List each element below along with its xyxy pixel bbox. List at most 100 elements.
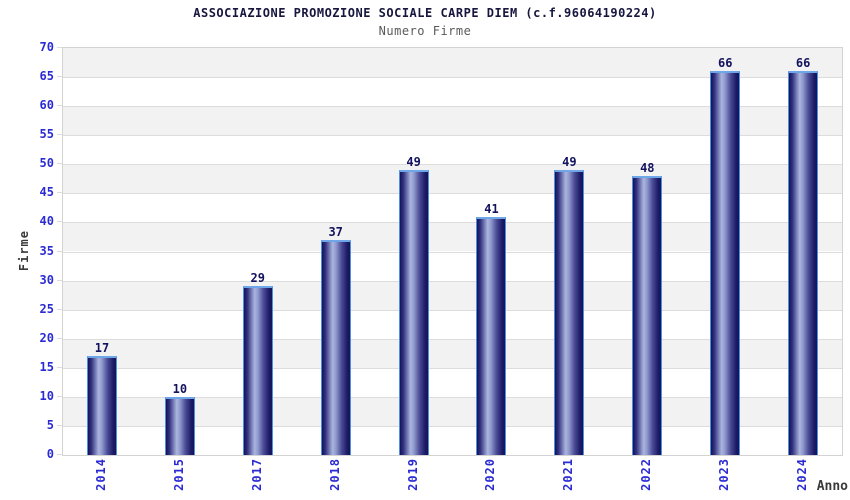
gridline bbox=[63, 222, 842, 224]
x-tick-label: 2021 bbox=[561, 458, 576, 491]
x-tick-label: 2020 bbox=[483, 458, 498, 491]
y-tick-label: 40 bbox=[39, 214, 54, 229]
y-tick-label: 30 bbox=[39, 272, 54, 287]
x-tick-slot: 2023 bbox=[685, 458, 763, 498]
x-tick-label: 2024 bbox=[795, 458, 810, 491]
x-tick-slot: 2014 bbox=[62, 458, 140, 498]
gridline bbox=[63, 77, 842, 79]
plot-area: 17 10 29 37 49 41 49 48 66 66 bbox=[62, 47, 843, 456]
y-tick-mark bbox=[57, 163, 62, 165]
bar-slot: 17 bbox=[63, 48, 141, 455]
bar bbox=[86, 356, 117, 455]
y-tick-label: 10 bbox=[39, 388, 54, 403]
bar bbox=[164, 396, 195, 455]
gridline bbox=[63, 309, 842, 311]
x-axis-labels: 2014 2015 2017 2018 2019 2020 2021 2022 2023 2024 bbox=[62, 458, 841, 498]
y-axis-labels: 0 5 10 15 20 25 30 35 40 45 50 55 60 65 70 bbox=[0, 41, 54, 460]
gridline bbox=[63, 164, 842, 166]
y-tick-mark bbox=[57, 308, 62, 310]
bar-value-label: 41 bbox=[484, 201, 499, 216]
bar bbox=[632, 175, 663, 455]
gridline bbox=[63, 396, 842, 398]
x-axis-title: Anno bbox=[816, 479, 848, 494]
bar-value-label: 66 bbox=[717, 56, 733, 71]
chart-title: ASSOCIAZIONE PROMOZIONE SOCIALE CARPE DI… bbox=[193, 6, 657, 20]
y-tick-mark bbox=[57, 105, 62, 107]
y-tick-label: 20 bbox=[39, 330, 54, 345]
x-tick-label: 2018 bbox=[327, 458, 342, 491]
gridline bbox=[63, 425, 842, 427]
x-tick-slot: 2022 bbox=[607, 458, 685, 498]
gridline bbox=[63, 135, 842, 137]
x-tick-label: 2015 bbox=[171, 458, 186, 491]
gridline bbox=[63, 367, 842, 369]
bar bbox=[788, 71, 819, 455]
y-tick-mark bbox=[57, 395, 62, 397]
x-tick-label: 2023 bbox=[717, 458, 732, 491]
bar-slot: 49 bbox=[375, 48, 453, 455]
x-tick-label: 2022 bbox=[639, 458, 654, 491]
bars-container: 17 10 29 37 49 41 49 48 66 66 bbox=[63, 48, 842, 455]
bar-slot: 41 bbox=[453, 48, 531, 455]
y-tick-label: 65 bbox=[39, 69, 54, 84]
y-tick-label: 55 bbox=[39, 127, 54, 142]
chart-subtitle: Numero Firme bbox=[378, 24, 472, 38]
bar-value-label: 49 bbox=[562, 155, 577, 170]
y-tick-mark bbox=[57, 454, 62, 455]
bar-value-label: 48 bbox=[640, 160, 655, 175]
bar-slot: 66 bbox=[686, 48, 764, 455]
y-tick-label: 45 bbox=[39, 185, 54, 200]
bar-value-label: 10 bbox=[172, 381, 188, 396]
bar-slot: 48 bbox=[608, 48, 686, 455]
x-tick-slot: 2015 bbox=[140, 458, 218, 498]
y-tick-label: 70 bbox=[39, 40, 54, 54]
bar bbox=[320, 239, 351, 455]
y-tick-mark bbox=[57, 337, 62, 339]
bar-slot: 49 bbox=[530, 48, 608, 455]
y-tick-mark bbox=[57, 366, 62, 368]
bar-value-label: 37 bbox=[328, 224, 343, 239]
bar bbox=[242, 286, 273, 455]
x-tick-slot: 2020 bbox=[452, 458, 530, 498]
y-tick-mark bbox=[57, 424, 62, 426]
y-tick-mark bbox=[57, 47, 62, 48]
bar bbox=[398, 170, 429, 455]
gridline bbox=[63, 193, 842, 195]
bar bbox=[710, 71, 741, 455]
bar-slot: 66 bbox=[764, 48, 842, 455]
y-tick-marks bbox=[57, 47, 62, 455]
x-tick-label: 2014 bbox=[93, 458, 108, 491]
bar-value-label: 17 bbox=[94, 341, 110, 356]
y-tick-label: 50 bbox=[39, 156, 54, 171]
gridline bbox=[63, 106, 842, 108]
x-tick-label: 2019 bbox=[405, 458, 420, 491]
y-tick-mark bbox=[57, 250, 62, 252]
bar-value-label: 49 bbox=[406, 155, 421, 170]
gridline bbox=[63, 251, 842, 253]
x-tick-slot: 2019 bbox=[374, 458, 452, 498]
y-tick-label: 60 bbox=[39, 98, 54, 113]
y-tick-label: 15 bbox=[39, 359, 54, 374]
y-tick-label: 5 bbox=[46, 417, 54, 432]
gridline bbox=[63, 280, 842, 282]
x-tick-slot: 2018 bbox=[296, 458, 374, 498]
bar-slot: 37 bbox=[297, 48, 375, 455]
y-tick-label: 35 bbox=[39, 243, 54, 258]
y-tick-mark bbox=[57, 279, 62, 281]
bar-slot: 29 bbox=[219, 48, 297, 455]
y-tick-mark bbox=[57, 134, 62, 136]
y-tick-mark bbox=[57, 76, 62, 78]
gridline bbox=[63, 338, 842, 340]
bar-value-label: 66 bbox=[795, 56, 811, 71]
x-tick-slot: 2021 bbox=[529, 458, 607, 498]
y-tick-label: 0 bbox=[46, 447, 54, 461]
bar-value-label: 29 bbox=[250, 271, 265, 286]
y-tick-mark bbox=[57, 192, 62, 194]
bar bbox=[554, 170, 585, 455]
bar bbox=[476, 216, 507, 455]
x-tick-label: 2017 bbox=[249, 458, 264, 491]
x-tick-slot: 2017 bbox=[218, 458, 296, 498]
y-tick-label: 25 bbox=[39, 301, 54, 316]
y-tick-mark bbox=[57, 221, 62, 223]
